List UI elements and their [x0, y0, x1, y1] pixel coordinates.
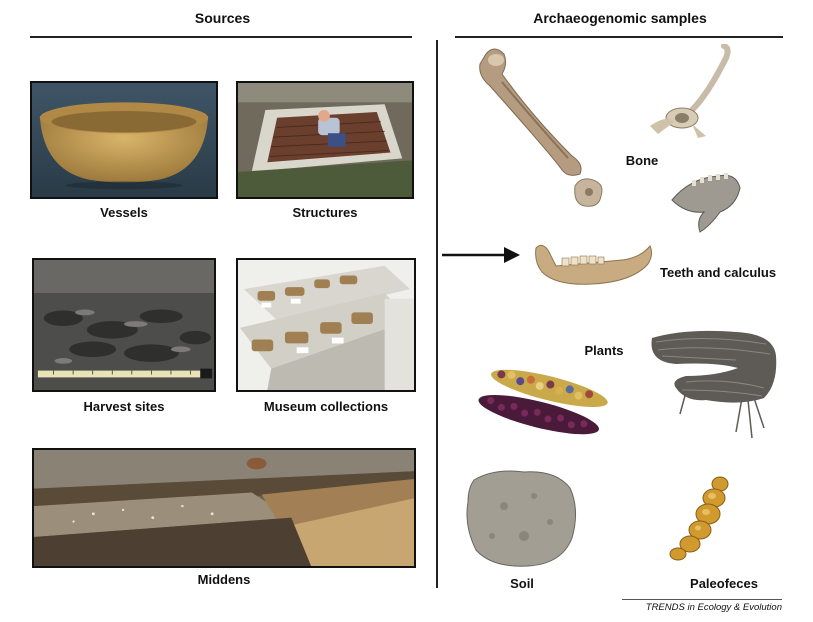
- vertebra-image: [650, 44, 731, 138]
- jaw-bone-image: [671, 173, 741, 233]
- credit-rule: [622, 599, 782, 600]
- paleofeces-image: [669, 476, 729, 561]
- samples-heading: Archaeogenomic samples: [533, 10, 707, 26]
- middens-photo: [32, 448, 416, 568]
- bone-fragment-image: [574, 178, 603, 207]
- museum-collections-label: Museum collections: [263, 399, 389, 414]
- paleofeces-label: Paleofeces: [690, 576, 758, 591]
- arrow-right-icon: [442, 247, 520, 263]
- harvest-sites-label: Harvest sites: [83, 399, 165, 414]
- sources-heading-rule: [30, 36, 412, 38]
- column-divider: [436, 40, 438, 588]
- maize-cobs-image: [478, 369, 608, 435]
- structures-label: Structures: [292, 205, 358, 220]
- samples-heading-rule: [455, 36, 783, 38]
- sources-heading: Sources: [194, 10, 251, 26]
- plants-label: Plants: [584, 343, 624, 358]
- long-bone-image: [479, 48, 582, 176]
- soil-sample-image: [466, 470, 576, 567]
- structures-photo: [236, 81, 414, 199]
- vessels-label: Vessels: [100, 205, 148, 220]
- teeth-and-calculus-label: Teeth and calculus: [660, 265, 777, 280]
- mandible-image: [535, 244, 653, 285]
- journal-credit: TRENDS in Ecology & Evolution: [645, 602, 782, 613]
- middens-label: Middens: [197, 572, 251, 587]
- soil-label: Soil: [510, 576, 534, 591]
- plant-fiber-image: [651, 330, 777, 439]
- harvest-sites-photo: [32, 258, 216, 392]
- museum-collections-photo: [236, 258, 416, 392]
- bone-label: Bone: [625, 153, 659, 168]
- vessels-photo: [30, 81, 218, 199]
